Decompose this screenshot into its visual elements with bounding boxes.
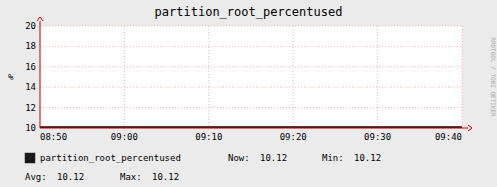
line xyxy=(40,126,462,127)
legend-stat-value: 10.12 xyxy=(152,172,179,182)
grid-line xyxy=(40,26,462,27)
grid-line xyxy=(40,107,462,108)
grid-line xyxy=(208,26,209,128)
y-tick-label: 10 xyxy=(25,123,36,133)
legend-stat-value: 10.12 xyxy=(57,172,84,182)
x-tick-label: 09:10 xyxy=(195,132,222,142)
background xyxy=(0,0,497,187)
legend-stat-label: Now: xyxy=(228,153,250,163)
x-tick-label: 08:50 xyxy=(40,132,67,142)
title: partition_root_percentused xyxy=(155,5,343,19)
y-axis xyxy=(40,21,41,128)
legend-stat-label: Max: xyxy=(120,172,142,182)
legend-stat-value: 10.12 xyxy=(354,153,381,163)
x-tick-label: 09:20 xyxy=(280,132,307,142)
x-tick-label: 09:30 xyxy=(364,132,391,142)
grid-line xyxy=(40,87,462,88)
legend-swatch xyxy=(25,153,35,163)
y-tick-label: 18 xyxy=(25,41,36,51)
grid-line xyxy=(462,26,463,128)
grid-line xyxy=(124,26,125,128)
y-tick-label: 14 xyxy=(25,82,36,92)
x-tick-label: 09:00 xyxy=(111,132,138,142)
grid-line xyxy=(40,66,462,67)
x-axis xyxy=(40,128,468,129)
y-tick-label: 20 xyxy=(25,21,36,31)
y-tick-label: 12 xyxy=(25,103,36,113)
legend-stat-label: Avg: xyxy=(25,172,47,182)
grid-line xyxy=(293,26,294,128)
plot-area xyxy=(40,26,462,128)
legend-stat-value: 10.12 xyxy=(260,153,287,163)
y-axis-arrow xyxy=(37,17,43,21)
legend-stat-label: Min: xyxy=(322,153,344,163)
legend-label: partition_root_percentused xyxy=(40,153,181,163)
x-axis-arrow xyxy=(468,125,472,131)
y-axis-label: % xyxy=(8,72,14,82)
grid xyxy=(40,26,462,128)
y-tick-label: 16 xyxy=(25,62,36,72)
x-tick-label: 09:40 xyxy=(435,132,462,142)
watermark: RRDTOOL / TOBI OETIKER xyxy=(490,37,497,117)
grid-line xyxy=(40,46,462,47)
grid-line xyxy=(377,26,378,128)
